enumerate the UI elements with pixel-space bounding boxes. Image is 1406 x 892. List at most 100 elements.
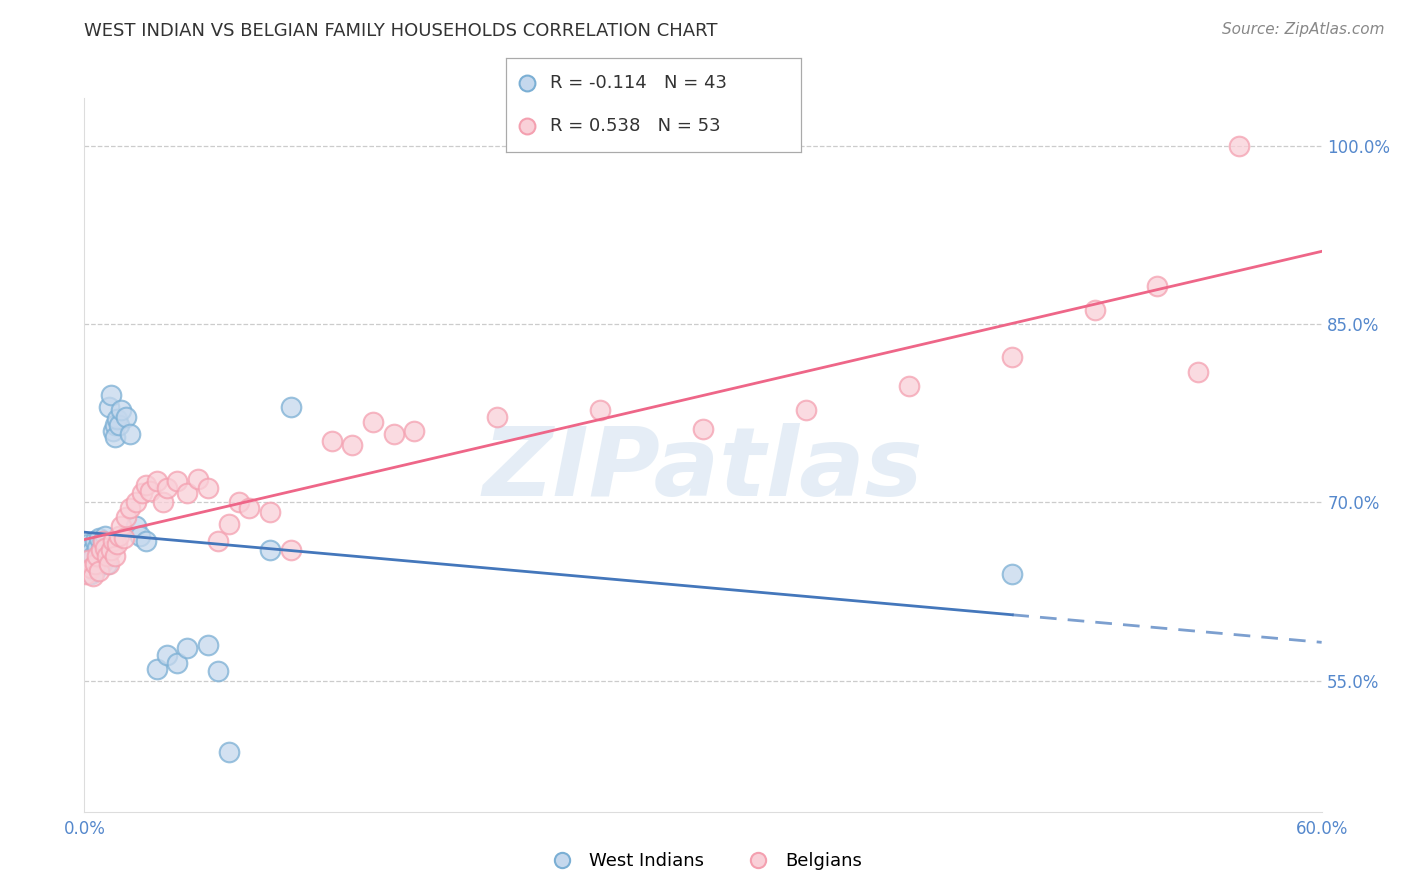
Point (129, 529, 152, 543)
Point (187, 472, 209, 486)
Text: R = 0.538   N = 53: R = 0.538 N = 53 (550, 118, 721, 136)
Point (794, 402, 817, 417)
Point (83, 565, 105, 579)
Point (91, 533, 114, 548)
Point (589, 402, 612, 417)
Point (228, 495, 250, 509)
Point (91, 555, 114, 569)
Point (94, 541, 117, 555)
Point (898, 379, 921, 393)
Point (104, 549, 127, 563)
Point (103, 533, 125, 548)
Point (1227, 138, 1250, 153)
Point (82, 569, 104, 583)
Point (83, 533, 105, 548)
Point (145, 662, 167, 676)
Point (361, 415, 384, 429)
Point (100, 543, 122, 558)
Point (77, 555, 100, 569)
Point (135, 477, 157, 491)
Point (176, 640, 198, 655)
Point (342, 438, 364, 452)
Point (87, 531, 110, 545)
Point (125, 519, 148, 533)
Point (692, 422, 714, 436)
Point (404, 424, 426, 438)
Point (96, 549, 118, 563)
Point (176, 486, 198, 500)
Point (77, 552, 100, 566)
Point (125, 495, 148, 509)
Point (108, 418, 131, 433)
Point (110, 519, 132, 533)
Point (118, 501, 141, 516)
Point (156, 481, 179, 495)
Point (94, 549, 117, 563)
Point (91, 533, 114, 548)
Point (98, 401, 121, 415)
Point (90, 543, 112, 558)
Point (118, 426, 141, 441)
Point (77, 537, 100, 551)
Point (86, 541, 108, 555)
Point (197, 481, 219, 495)
Point (114, 509, 136, 524)
Point (79, 545, 101, 559)
Point (516, 76, 538, 90)
Point (218, 745, 240, 759)
Point (207, 533, 229, 548)
Point (75, 566, 97, 581)
Point (259, 505, 281, 519)
Point (1187, 365, 1209, 379)
Point (112, 531, 135, 545)
Point (145, 474, 167, 488)
Point (87, 565, 110, 579)
Point (207, 665, 229, 679)
Point (86, 558, 108, 572)
Point (139, 483, 162, 498)
Point (280, 401, 302, 415)
Point (156, 648, 179, 662)
Legend: West Indians, Belgians: West Indians, Belgians (537, 846, 869, 878)
Text: Source: ZipAtlas.com: Source: ZipAtlas.com (1222, 22, 1385, 37)
Text: WEST INDIAN VS BELGIAN FAMILY HOUSEHOLDS CORRELATION CHART: WEST INDIAN VS BELGIAN FAMILY HOUSEHOLDS… (84, 22, 718, 40)
Point (90, 543, 112, 558)
Point (87, 549, 110, 563)
Point (98, 558, 121, 572)
Point (321, 434, 343, 448)
Point (94, 529, 117, 543)
Point (382, 426, 405, 441)
Point (104, 418, 127, 433)
Text: ZIPatlas: ZIPatlas (482, 423, 924, 516)
Point (238, 501, 260, 516)
Text: R = -0.114   N = 43: R = -0.114 N = 43 (550, 74, 727, 92)
Point (1146, 279, 1168, 293)
Point (131, 486, 153, 500)
Point (280, 543, 302, 558)
Point (104, 430, 127, 444)
Point (83, 558, 105, 572)
Point (82, 561, 104, 575)
Point (82, 549, 104, 563)
Point (197, 638, 219, 652)
Point (110, 402, 132, 417)
Point (166, 474, 188, 488)
Point (1001, 566, 1024, 581)
Point (100, 388, 122, 402)
Point (108, 529, 131, 543)
Point (218, 516, 240, 531)
Point (103, 424, 125, 438)
Point (79, 561, 101, 575)
Point (485, 409, 508, 424)
Point (152, 495, 174, 509)
Point (259, 543, 281, 558)
Point (1001, 351, 1024, 365)
Point (79, 566, 101, 581)
Point (166, 656, 188, 670)
Point (114, 409, 136, 424)
Point (96, 558, 118, 572)
Point (75, 543, 97, 558)
Point (135, 533, 157, 548)
Point (1084, 302, 1107, 317)
Point (516, 120, 538, 134)
